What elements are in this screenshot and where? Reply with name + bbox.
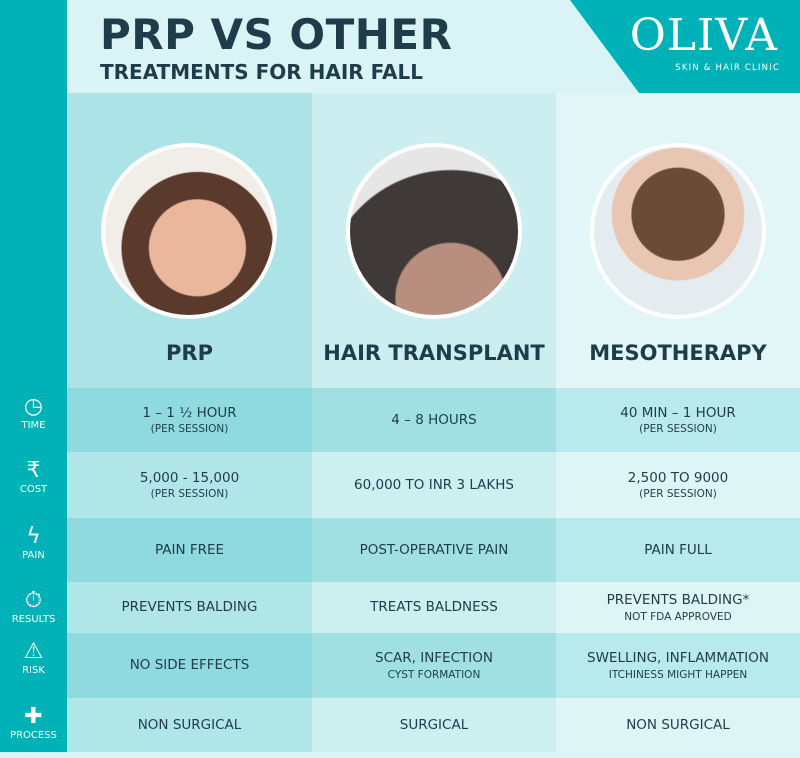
hair-transplant-photo xyxy=(346,143,522,319)
cell-main-text: SURGICAL xyxy=(399,716,469,733)
stopwatch-icon: ⏱ xyxy=(24,588,43,613)
table-cell: POST-OPERATIVE PAIN xyxy=(312,518,556,582)
cell-sub-text: NOT FDA APPROVED xyxy=(624,610,732,623)
cell-sub-text: (PER SESSION) xyxy=(639,423,717,436)
sidebar-item-label: RESULTS xyxy=(11,614,56,625)
table-cell: 40 MIN – 1 HOUR (PER SESSION) xyxy=(556,388,800,452)
lightning-icon: ϟ xyxy=(26,524,41,549)
table-cell: PREVENTS BALDING xyxy=(67,582,312,633)
page-title: PRP VS OTHER xyxy=(100,10,453,59)
table-cell: 60,000 TO INR 3 LAKHS xyxy=(312,452,556,518)
sidebar-item-results: ⏱ RESULTS xyxy=(0,588,67,639)
cell-main-text: PREVENTS BALDING* xyxy=(606,592,750,609)
table-cell: 2,500 TO 9000 (PER SESSION) xyxy=(556,452,800,518)
sidebar-item-risk: ⚠ RISK xyxy=(0,639,67,704)
cell-main-text: SCAR, INFECTION xyxy=(375,650,493,667)
cell-main-text: 5,000 - 15,000 xyxy=(139,469,240,486)
table-cell: 1 – 1 ½ HOUR (PER SESSION) xyxy=(67,388,312,452)
table-row: NO SIDE EFFECTS SCAR, INFECTION CYST FORMA… xyxy=(67,633,800,698)
sidebar-item-label: PAIN xyxy=(22,550,45,561)
table-row: PAIN FREE POST-OPERATIVE PAIN PAIN FULL xyxy=(67,518,800,582)
cell-main-text: 60,000 TO INR 3 LAKHS xyxy=(354,476,514,493)
cell-sub-text: ITCHINESS MIGHT HAPPEN xyxy=(608,668,748,681)
column-header: MESOTHERAPY xyxy=(589,341,767,365)
cell-sub-text: (PER SESSION) xyxy=(150,423,229,436)
cell-main-text: NON SURGICAL xyxy=(137,716,242,733)
table-cell: NO SIDE EFFECTS xyxy=(67,633,312,698)
cell-main-text: NO SIDE EFFECTS xyxy=(129,657,250,674)
sidebar-item-pain: ϟ PAIN xyxy=(0,524,67,588)
rupee-icon: ₹ xyxy=(26,458,41,483)
cell-sub-text: (PER SESSION) xyxy=(639,488,717,501)
table-cell: NON SURGICAL xyxy=(556,698,800,752)
warning-icon: ⚠ xyxy=(23,639,44,664)
table-row: 5,000 - 15,000 (PER SESSION) 60,000 TO INR… xyxy=(67,452,800,518)
table-cell: PREVENTS BALDING* NOT FDA APPROVED xyxy=(556,582,800,633)
sidebar-item-label: RISK xyxy=(22,665,45,676)
sidebar-item-label: PROCESS xyxy=(10,730,57,741)
table-row: NON SURGICAL SURGICAL NON SURGICAL xyxy=(67,698,800,752)
table-row: 1 – 1 ½ HOUR (PER SESSION) 4 – 8 HOURS 40 M… xyxy=(67,388,800,452)
sidebar-item-time: ◷ TIME xyxy=(0,394,67,458)
sidebar xyxy=(0,0,67,752)
cell-main-text: PREVENTS BALDING xyxy=(121,599,258,616)
cell-main-text: 2,500 TO 9000 xyxy=(627,469,729,486)
cell-sub-text: (PER SESSION) xyxy=(150,488,229,501)
cell-main-text: 40 MIN – 1 HOUR xyxy=(620,404,736,421)
cell-main-text: NON SURGICAL xyxy=(626,716,730,733)
cell-sub-text: CYST FORMATION xyxy=(387,668,481,681)
table-row: PREVENTS BALDING TREATS BALDNESS PREVENTS … xyxy=(67,582,800,633)
table-cell: SURGICAL xyxy=(312,698,556,752)
cell-main-text: PAIN FREE xyxy=(154,541,225,558)
logo-word: OLIVA xyxy=(629,10,778,61)
medical-kit-icon: ✚ xyxy=(24,704,43,729)
cell-main-text: 1 – 1 ½ HOUR xyxy=(142,404,237,421)
table-cell: 5,000 - 15,000 (PER SESSION) xyxy=(67,452,312,518)
column-header: HAIR TRANSPLANT xyxy=(323,341,545,365)
table-cell: TREATS BALDNESS xyxy=(312,582,556,633)
column-header: PRP xyxy=(166,341,213,365)
sidebar-item-cost: ₹ COST xyxy=(0,458,67,524)
cell-main-text: PAIN FULL xyxy=(644,541,712,558)
prp-photo xyxy=(101,143,277,319)
logo-subtitle: SKIN & HAIR CLINIC xyxy=(675,63,780,73)
mesotherapy-photo xyxy=(590,143,766,319)
table-cell: SCAR, INFECTION CYST FORMATION xyxy=(312,633,556,698)
page-subtitle: TREATMENTS FOR HAIR FALL xyxy=(100,60,423,84)
cell-main-text: 4 – 8 HOURS xyxy=(391,411,477,428)
table-cell: 4 – 8 HOURS xyxy=(312,388,556,452)
cell-main-text: TREATS BALDNESS xyxy=(370,599,498,616)
sidebar-item-label: TIME xyxy=(21,420,46,431)
cell-main-text: POST-OPERATIVE PAIN xyxy=(359,541,509,558)
cell-main-text: SWELLING, INFLAMMATION xyxy=(587,650,769,667)
table-cell: SWELLING, INFLAMMATION ITCHINESS MIGHT HA… xyxy=(556,633,800,698)
clock-icon: ◷ xyxy=(23,394,44,419)
table-cell: PAIN FULL xyxy=(556,518,800,582)
sidebar-item-process: ✚ PROCESS xyxy=(0,704,67,758)
table-cell: PAIN FREE xyxy=(67,518,312,582)
table-cell: NON SURGICAL xyxy=(67,698,312,752)
sidebar-item-label: COST xyxy=(19,484,48,495)
